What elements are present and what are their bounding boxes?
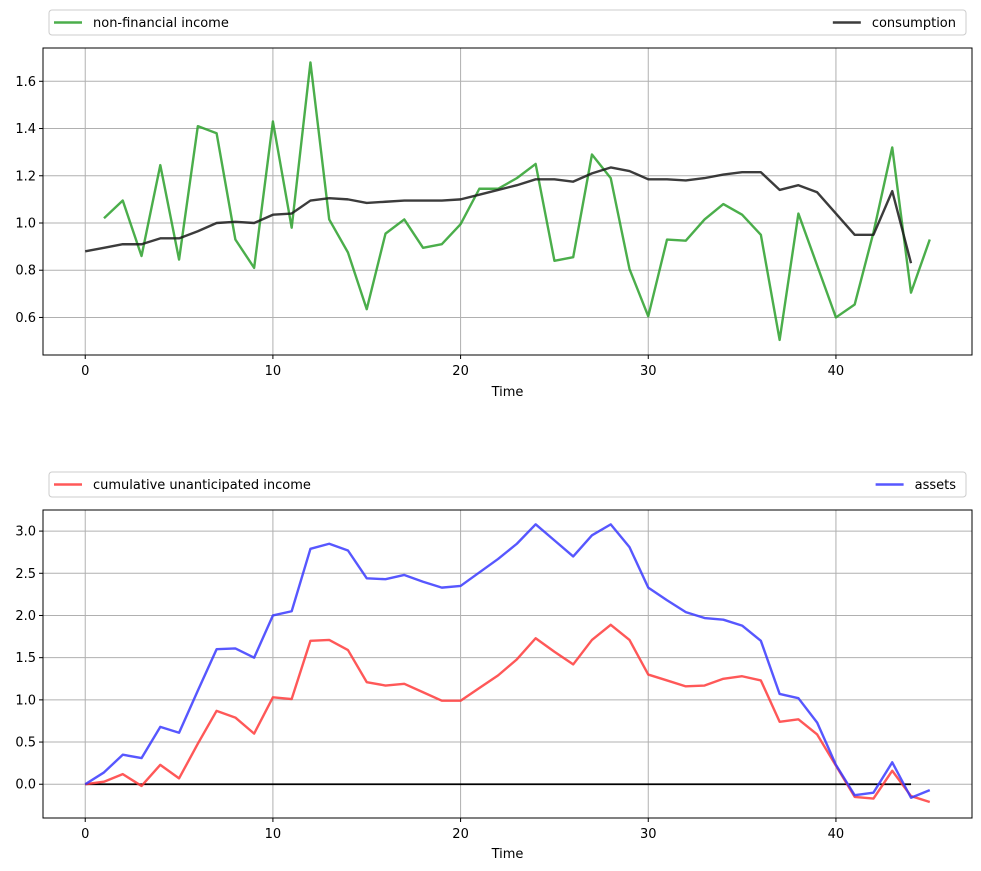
y-tick-label: 1.5 <box>15 651 36 666</box>
x-axis-label: Time <box>491 847 524 862</box>
y-tick-label: 0.5 <box>15 736 36 751</box>
x-tick-label: 0 <box>81 364 89 379</box>
y-tick-label: 1.0 <box>15 216 36 231</box>
y-tick-label: 1.6 <box>15 75 36 90</box>
series-line-non-financial-income <box>103 61 931 342</box>
y-tick-label: 2.5 <box>15 567 36 582</box>
x-tick-label: 10 <box>265 364 282 379</box>
x-tick-label: 20 <box>452 827 469 842</box>
y-tick-label: 3.0 <box>15 525 36 540</box>
x-tick-label: 40 <box>828 364 845 379</box>
legend: cumulative unanticipated income assets <box>48 471 967 498</box>
grid-lines <box>43 48 972 355</box>
bottom-chart-panel: 0 10 20 30 40 0.0 0.5 1.0 1.5 2.0 2.5 3.0 Time cumula… <box>15 471 973 862</box>
y-tick-label: 2.0 <box>15 609 36 624</box>
x-tick-label: 30 <box>640 364 657 379</box>
x-tick-label: 10 <box>265 827 282 842</box>
x-axis-label: Time <box>491 385 524 400</box>
x-tick-label: 40 <box>828 827 845 842</box>
x-tick-label: 0 <box>81 827 89 842</box>
y-tick-label: 0.8 <box>15 264 36 279</box>
y-tick-label: 1.2 <box>15 169 36 184</box>
x-tick-label: 30 <box>640 827 657 842</box>
series-line-consumption <box>85 166 913 264</box>
top-chart-panel: 0 10 20 30 40 0.6 0.8 1.0 1.2 1.4 1.6 Time non-finan… <box>15 9 973 400</box>
x-tick-label: 20 <box>452 364 469 379</box>
y-tick-label: 0.0 <box>15 778 36 793</box>
legend-label: assets <box>915 478 957 493</box>
legend: non-financial income consumption <box>48 9 967 36</box>
series-line-cumulative-unanticipated-income <box>85 623 931 804</box>
y-tick-label: 0.6 <box>15 311 36 326</box>
y-tick-label: 1.4 <box>15 122 36 137</box>
y-tick-label: 1.0 <box>15 693 36 708</box>
legend-label: non-financial income <box>93 16 229 31</box>
series-line-assets <box>84 523 931 799</box>
legend-box <box>48 9 967 36</box>
axes-frame <box>42 47 973 356</box>
axes-frame <box>42 509 973 819</box>
legend-label: consumption <box>872 16 956 31</box>
legend-label: cumulative unanticipated income <box>93 478 311 493</box>
legend-box <box>48 471 967 498</box>
